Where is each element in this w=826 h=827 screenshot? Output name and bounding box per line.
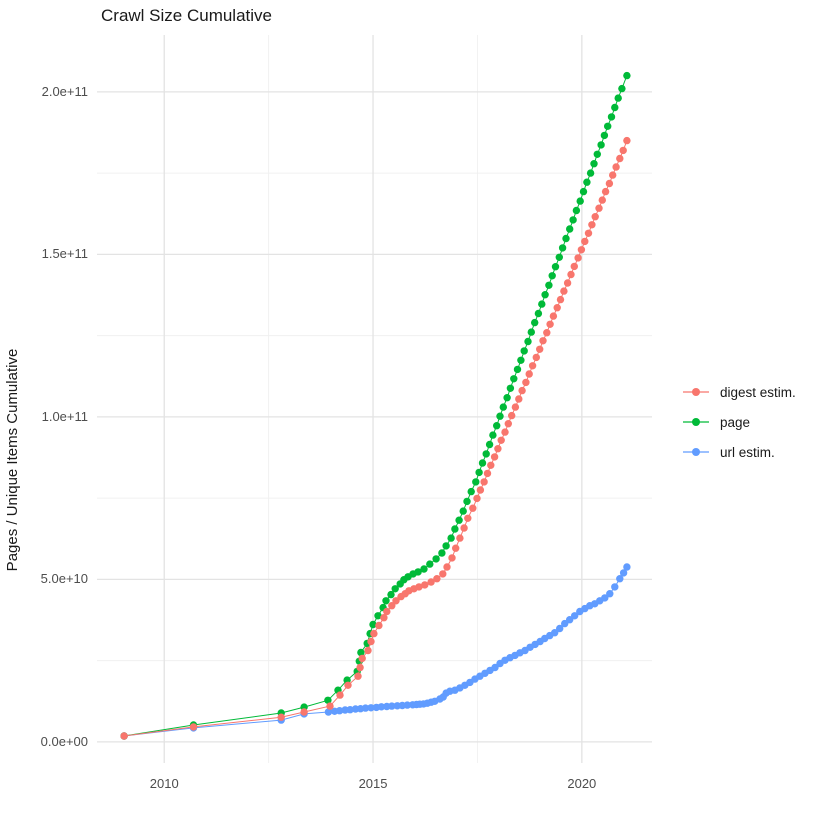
legend-item-page: page	[681, 407, 796, 437]
legend-item-digest-estim: digest estim.	[681, 377, 796, 407]
y-tick-label: 0.0e+00	[40, 733, 88, 749]
x-tick-label: 2020	[567, 776, 597, 791]
y-tick-label: 1.0e+11	[41, 408, 88, 424]
legend-label: url estim.	[720, 444, 775, 460]
y-tick-label: 5.0e+10	[40, 571, 88, 587]
x-tick-label: 2010	[149, 776, 179, 791]
minor-gridlines	[97, 35, 652, 763]
legend-item-url-estim: url estim.	[681, 437, 796, 467]
major-gridlines	[97, 35, 652, 763]
series-url-estim	[120, 563, 631, 740]
y-tick-label: 1.5e+11	[41, 246, 88, 262]
x-tick-label: 2015	[358, 776, 388, 791]
legend-key-icon	[683, 388, 709, 396]
chart-title: Crawl Size Cumulative	[101, 6, 272, 25]
legend-key-icon	[683, 418, 709, 426]
legend: digest estim. page url estim.	[681, 377, 796, 467]
legend-label: digest estim.	[720, 384, 796, 400]
legend-label: page	[720, 414, 751, 430]
y-tick-label: 2.0e+11	[41, 83, 88, 99]
series-page	[120, 71, 631, 740]
series-digest-estim	[120, 136, 631, 740]
legend-key-icon	[683, 448, 709, 456]
